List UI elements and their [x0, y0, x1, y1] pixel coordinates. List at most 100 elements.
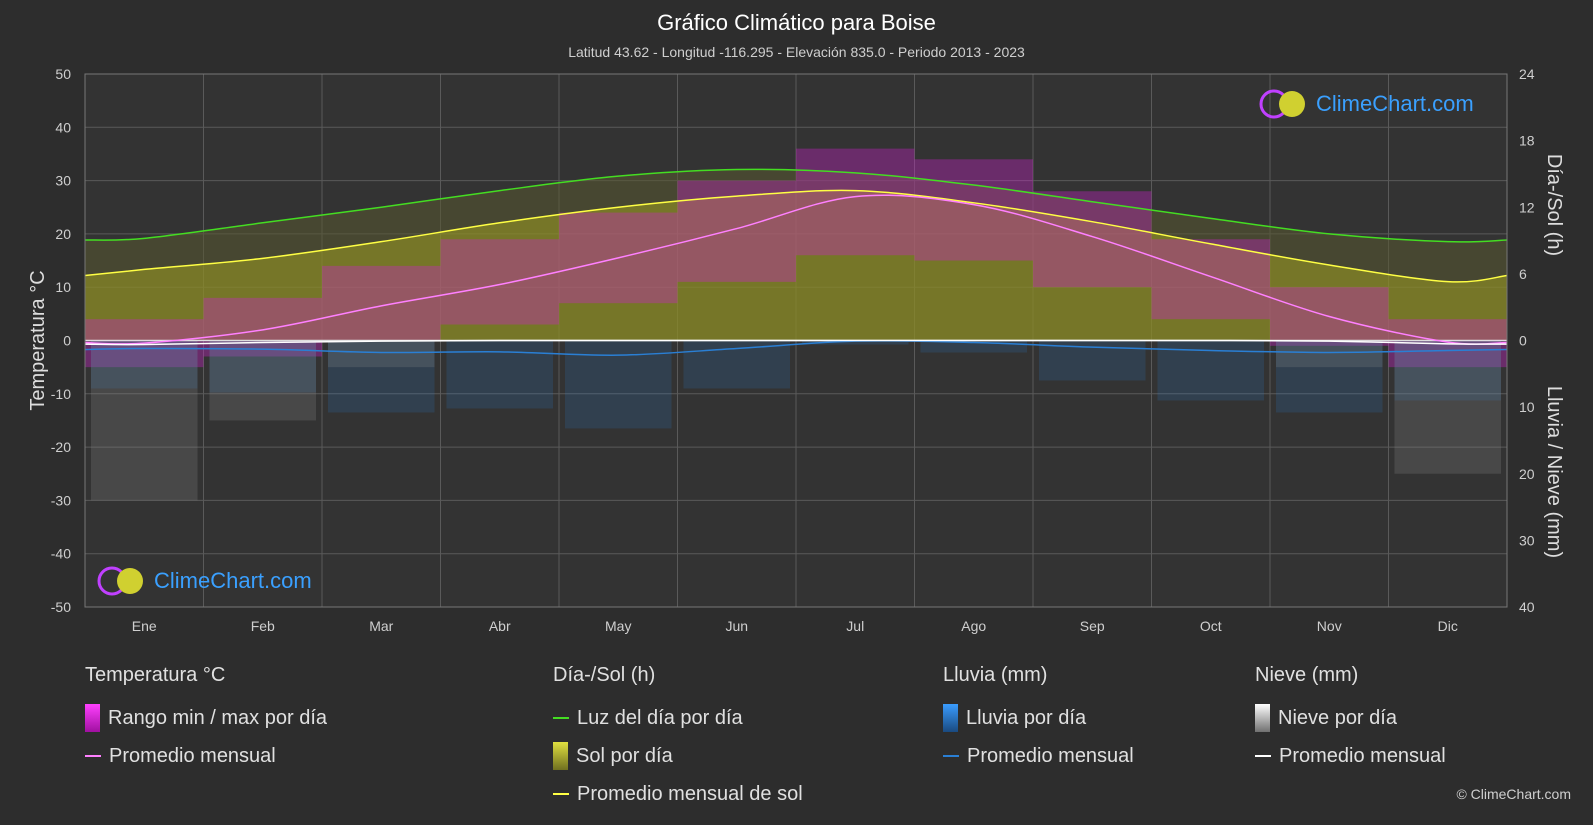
logo-top-right[interactable]: ClimeChart.com — [1258, 88, 1474, 120]
rain-avg-swatch — [943, 755, 959, 757]
snow-avg-swatch — [1255, 755, 1271, 757]
temp-range-bar — [677, 180, 796, 282]
right-axis-title-precip: Lluvia / Nieve (mm) — [1543, 386, 1565, 558]
left-tick-label: -30 — [51, 492, 71, 508]
left-tick-label: 10 — [55, 279, 71, 295]
legend-rain: Lluvia (mm) Lluvia por día Promedio mens… — [943, 664, 1134, 775]
left-tick-label: -40 — [51, 546, 71, 562]
right-tick-label-mm: 40 — [1519, 599, 1535, 615]
left-tick-label: -50 — [51, 599, 71, 615]
left-tick-label: -10 — [51, 386, 71, 402]
chart-title: Gráfico Climático para Boise — [657, 10, 936, 35]
legend-snow-per-day: Nieve por día — [1255, 699, 1446, 737]
chart-subtitle: Latitud 43.62 - Longitud -116.295 - Elev… — [568, 44, 1025, 60]
legend-label: Promedio mensual — [1279, 744, 1446, 767]
sun-avg-swatch — [553, 793, 569, 795]
legend-label: Sol por día — [576, 744, 673, 767]
daylight-area — [85, 169, 1507, 341]
right-tick-label-hours: 0 — [1519, 333, 1527, 349]
rain-bar — [920, 340, 1027, 353]
month-tick-label: Dic — [1438, 618, 1458, 634]
temp-range-bar — [1151, 239, 1270, 320]
legend-sun-per-day: Sol por día — [553, 737, 803, 775]
rain-avg-line — [84, 340, 1508, 356]
month-tick-label: Feb — [251, 618, 275, 634]
month-tick-label: Abr — [489, 618, 511, 634]
right-tick-label-mm: 10 — [1519, 399, 1535, 415]
legend-label: Promedio mensual — [967, 744, 1134, 767]
temp-range-bar — [322, 265, 441, 341]
legend-label: Nieve por día — [1278, 706, 1397, 729]
month-tick-label: Jul — [846, 618, 864, 634]
legend-daylight: Luz del día por día — [553, 699, 803, 737]
month-tick-label: May — [605, 618, 631, 634]
right-axis-title-hours: Día-/Sol (h) — [1543, 154, 1565, 256]
temp-range-bar — [440, 239, 559, 325]
plot-border — [84, 73, 1508, 608]
temp-range-bar — [1033, 191, 1152, 288]
snow-avg-line — [84, 339, 1508, 346]
temp-range-bar — [796, 148, 915, 256]
logo-text: ClimeChart.com — [1316, 91, 1474, 116]
snow-bar — [1394, 340, 1501, 474]
month-tick-label: Ago — [961, 618, 986, 634]
month-tick-label: Jun — [725, 618, 748, 634]
month-tick-label: Ene — [132, 618, 157, 634]
legend-sun: Día-/Sol (h) Luz del día por día Sol por… — [553, 664, 803, 813]
left-tick-label: 30 — [55, 173, 71, 189]
climechart-logo-icon — [1259, 89, 1305, 119]
left-tick-label: 20 — [55, 226, 71, 242]
legend-rain-avg: Promedio mensual — [943, 737, 1134, 775]
legend-sun-avg: Promedio mensual de sol — [553, 775, 803, 813]
temp-range-swatch — [85, 704, 100, 732]
left-tick-label: 40 — [55, 119, 71, 135]
copyright: © ClimeChart.com — [1456, 786, 1571, 802]
month-tick-label: Sep — [1080, 618, 1105, 634]
climechart-logo-icon — [97, 566, 143, 596]
month-tick-label: Nov — [1317, 618, 1342, 634]
snow-bar — [1276, 340, 1383, 368]
temp-range-bar — [203, 297, 322, 357]
legend-label: Lluvia por día — [966, 706, 1087, 729]
legend-rain-title: Lluvia (mm) — [943, 664, 1048, 686]
legend-snow-avg: Promedio mensual — [1255, 737, 1446, 775]
legend-snow: Nieve (mm) Nieve por día Promedio mensua… — [1255, 664, 1446, 775]
daylight-swatch — [553, 717, 569, 719]
right-tick-label-hours: 6 — [1519, 266, 1527, 282]
sun-swatch — [553, 742, 568, 770]
temp-range-bar — [914, 159, 1033, 261]
month-tick-label: Mar — [369, 618, 393, 634]
legend-sun-title: Día-/Sol (h) — [553, 664, 656, 686]
month-tick-label: Oct — [1200, 618, 1222, 634]
sun-area — [85, 190, 1507, 341]
legend-temperature-title: Temperatura °C — [85, 664, 226, 686]
snow-bar — [91, 340, 198, 501]
rain-bar — [446, 340, 553, 409]
sun-avg-line — [84, 189, 1508, 283]
legend-snow-title: Nieve (mm) — [1255, 664, 1359, 686]
legend-temp-avg: Promedio mensual — [85, 737, 327, 775]
legend-label: Promedio mensual de sol — [577, 782, 803, 805]
left-tick-label: 0 — [63, 333, 71, 349]
rain-bar — [802, 340, 909, 345]
legend-label: Promedio mensual — [109, 744, 276, 767]
left-tick-label: 50 — [55, 66, 71, 82]
left-axis-title: Temperatura °C — [27, 270, 49, 410]
right-tick-label-mm: 20 — [1519, 466, 1535, 482]
logo-bottom-left[interactable]: ClimeChart.com — [96, 565, 312, 597]
legend-temperature: Temperatura °C Rango min / max por día P… — [85, 664, 327, 775]
snow-bar — [209, 340, 316, 421]
legend-label: Rango min / max por día — [108, 706, 327, 729]
daylight-line — [84, 168, 1508, 243]
temp-avg-swatch — [85, 755, 101, 757]
legend-temp-range: Rango min / max por día — [85, 699, 327, 737]
legend-rain-per-day: Lluvia por día — [943, 699, 1134, 737]
right-tick-label-hours: 12 — [1519, 199, 1535, 215]
snow-swatch — [1255, 704, 1270, 732]
right-tick-label-hours: 18 — [1519, 133, 1535, 149]
legend-label: Luz del día por día — [577, 706, 743, 729]
temp-avg-line — [84, 194, 1508, 345]
right-tick-label-mm: 30 — [1519, 532, 1535, 548]
rain-swatch — [943, 704, 958, 732]
rain-bar — [683, 340, 790, 389]
